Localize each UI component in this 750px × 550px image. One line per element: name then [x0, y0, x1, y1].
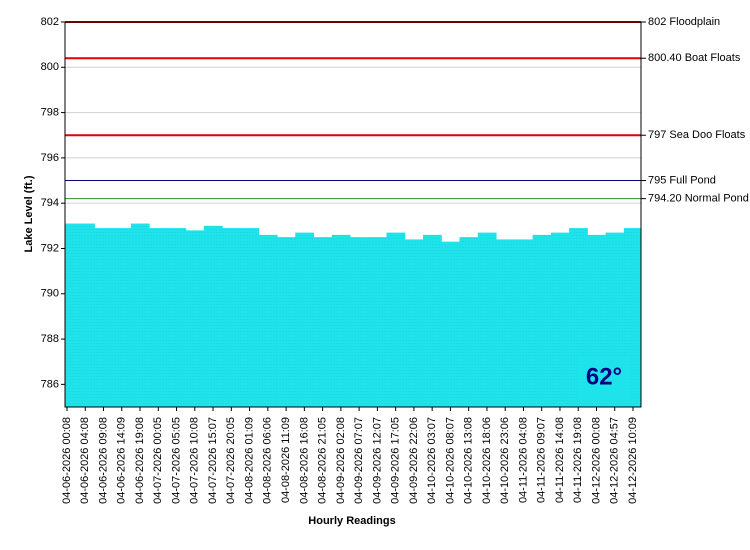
area-segment [167, 228, 187, 407]
reference-label: 797 Sea Doo Floats [648, 129, 746, 141]
x-tick-label: 04-08-2026 06:06 [262, 417, 274, 504]
x-axis-title: Hourly Readings [308, 515, 395, 527]
area-segment [496, 239, 515, 407]
x-tick-label: 04-08-2026 21:05 [317, 417, 329, 504]
y-tick-label: 790 [41, 288, 59, 300]
area-segment [76, 223, 95, 407]
area-segment [149, 228, 168, 407]
area-segment [65, 223, 77, 407]
x-tick-label: 04-11-2026 19:08 [572, 417, 584, 503]
x-tick-label: 04-09-2026 02:08 [335, 417, 347, 504]
x-tick-label: 04-07-2026 00:05 [152, 417, 164, 504]
x-tick-label: 04-11-2026 09:07 [536, 417, 548, 503]
y-tick-label: 800 [41, 61, 59, 73]
reference-label: 802 Floodplain [648, 16, 720, 28]
x-tick-label: 04-07-2026 05:05 [170, 417, 182, 504]
area-segment [386, 232, 406, 407]
x-tick-label: 04-06-2026 14:09 [116, 417, 128, 504]
reference-label: 795 Full Pond [648, 174, 716, 186]
plot-frame [64, 21, 642, 408]
x-tick-label: 04-12-2026 04:57 [609, 417, 621, 504]
reference-label: 794.20 Normal Pond [648, 193, 749, 205]
y-axis-title: Lake Level (ft.) [23, 175, 35, 252]
area-segment [514, 239, 534, 407]
x-tick-label: 04-10-2026 13:08 [463, 417, 475, 504]
x-tick-label: 04-06-2026 00:08 [61, 417, 73, 504]
area-segment [258, 234, 278, 407]
area-segment [459, 237, 479, 407]
area-segment [313, 237, 333, 407]
y-tick-label: 802 [41, 16, 59, 28]
y-tick-label: 794 [41, 197, 59, 209]
x-tick-label: 04-12-2026 10:09 [627, 417, 639, 504]
x-tick-label: 04-10-2026 08:07 [444, 417, 456, 504]
x-tick-label: 04-09-2026 07:07 [353, 417, 365, 504]
area-segment [477, 232, 497, 407]
area-segment [550, 232, 570, 407]
area-segment [94, 228, 114, 407]
x-tick-label: 04-12-2026 00:08 [590, 417, 602, 504]
x-tick-label: 04-07-2026 20:05 [225, 417, 237, 504]
x-tick-label: 04-08-2026 16:08 [298, 417, 310, 504]
area-segment [112, 228, 132, 407]
area-segment [441, 241, 461, 407]
area-segment [423, 234, 442, 407]
x-tick-label: 04-10-2026 03:07 [426, 417, 438, 504]
x-tick-label: 04-11-2026 14:08 [554, 417, 566, 503]
x-tick-label: 04-08-2026 01:09 [243, 417, 255, 504]
x-tick-label: 04-06-2026 19:08 [134, 417, 146, 504]
area-segment [203, 225, 223, 407]
x-tick-label: 04-09-2026 12:07 [371, 417, 383, 504]
y-tick-label: 786 [41, 378, 59, 390]
area-segment [368, 237, 388, 407]
x-tick-label: 04-07-2026 10:08 [189, 417, 201, 504]
x-tick-label: 04-06-2026 04:08 [79, 417, 91, 504]
x-tick-label: 04-06-2026 09:08 [97, 417, 109, 504]
x-tick-label: 04-11-2026 04:08 [517, 417, 529, 503]
area-segment [222, 228, 241, 407]
y-tick-label: 796 [41, 152, 59, 164]
badge-box [579, 356, 629, 398]
x-tick-label: 04-07-2026 15:07 [207, 417, 219, 504]
reference-label: 800.40 Boat Floats [648, 52, 741, 64]
x-tick-label: 04-09-2026 22:06 [408, 417, 420, 504]
area-segment [130, 223, 150, 407]
area-segment [532, 234, 552, 407]
y-tick-label: 788 [41, 333, 59, 345]
area-segment [185, 230, 205, 407]
x-tick-label: 04-10-2026 23:06 [499, 417, 511, 504]
area-segment [350, 237, 369, 407]
area-segment [404, 239, 424, 407]
y-tick-label: 792 [41, 242, 59, 254]
x-tick-label: 04-08-2026 11:09 [280, 417, 292, 503]
area-segment [276, 237, 296, 407]
x-tick-label: 04-10-2026 18:06 [481, 417, 493, 504]
area-segment [240, 228, 260, 407]
area-segment [331, 234, 351, 407]
badge: 62° [586, 363, 622, 390]
y-tick-label: 798 [41, 106, 59, 118]
area-segment [295, 232, 314, 407]
x-tick-label: 04-09-2026 17:05 [390, 417, 402, 504]
